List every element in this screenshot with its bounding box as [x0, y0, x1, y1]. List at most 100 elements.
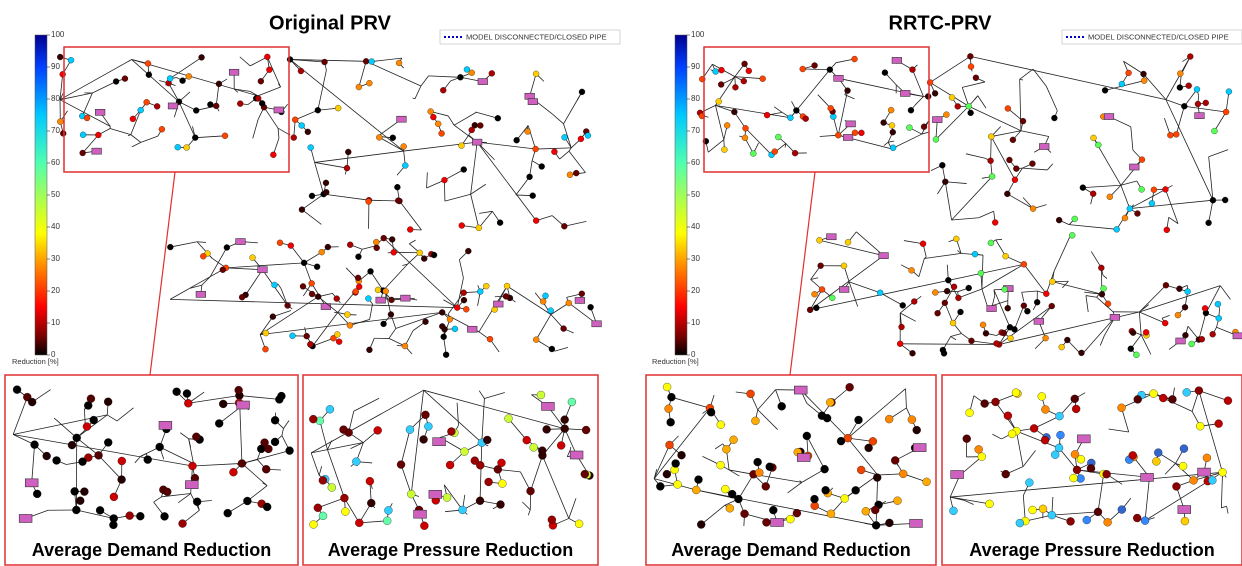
- node: [1016, 519, 1024, 527]
- node: [950, 320, 956, 326]
- legend-label: MODEL DISCONNECTED/CLOSED PIPE: [1088, 32, 1229, 41]
- node: [1182, 304, 1188, 310]
- node: [1180, 445, 1188, 453]
- node: [376, 134, 382, 140]
- valve: [414, 510, 427, 518]
- node: [104, 438, 112, 446]
- node: [1091, 135, 1097, 141]
- node: [1179, 462, 1187, 470]
- node: [963, 435, 971, 443]
- node: [1223, 109, 1229, 115]
- valve: [1195, 113, 1205, 119]
- valve: [879, 253, 889, 259]
- node: [678, 451, 686, 459]
- node: [250, 255, 256, 261]
- node: [1056, 217, 1062, 223]
- node: [1020, 118, 1026, 124]
- node: [483, 436, 491, 444]
- inset-caption: Average Demand Reduction: [671, 540, 910, 560]
- node: [435, 121, 441, 127]
- node: [885, 519, 893, 527]
- node: [1005, 305, 1011, 311]
- node: [1021, 303, 1027, 309]
- node: [855, 416, 863, 424]
- node: [381, 321, 387, 327]
- colorbar-tick-label: 90: [691, 62, 700, 71]
- valve: [528, 99, 538, 105]
- node: [1012, 389, 1020, 397]
- node: [909, 67, 915, 73]
- node: [1215, 420, 1223, 428]
- pipe: [912, 70, 923, 97]
- node: [60, 130, 66, 136]
- node: [1141, 517, 1149, 525]
- valve: [1233, 333, 1242, 339]
- node: [656, 482, 664, 490]
- node: [1051, 451, 1059, 459]
- node: [186, 73, 192, 79]
- pipe: [459, 260, 463, 278]
- node: [899, 470, 907, 478]
- node: [1211, 128, 1217, 134]
- pipe: [1209, 157, 1213, 200]
- node: [585, 132, 591, 138]
- node: [366, 80, 372, 86]
- node: [243, 497, 251, 505]
- node: [966, 285, 972, 291]
- pipe: [803, 69, 830, 70]
- colorbar-tick-label: 30: [51, 254, 60, 263]
- node: [718, 82, 724, 88]
- node: [1098, 265, 1104, 271]
- pipe: [253, 120, 258, 139]
- node: [298, 68, 304, 74]
- node: [1208, 476, 1216, 484]
- pipe: [1014, 306, 1023, 330]
- pipe: [384, 238, 458, 307]
- valve: [1104, 114, 1114, 120]
- pipe: [945, 182, 951, 220]
- node: [421, 411, 429, 419]
- node: [803, 116, 809, 122]
- node: [163, 488, 171, 496]
- node: [846, 383, 854, 391]
- colorbar-tick-label: 90: [51, 62, 60, 71]
- pipe: [982, 264, 1024, 289]
- node: [90, 416, 98, 424]
- pipe: [966, 154, 985, 158]
- pipe: [746, 128, 772, 155]
- pipe: [315, 162, 347, 168]
- pipe: [1166, 100, 1213, 201]
- node: [1067, 517, 1075, 525]
- panel: Original PRVMODEL DISCONNECTED/CLOSED PI…: [5, 12, 620, 565]
- valve: [401, 295, 411, 301]
- node: [920, 241, 926, 247]
- node: [136, 512, 144, 520]
- node: [447, 428, 455, 436]
- node: [447, 316, 453, 322]
- node: [83, 423, 91, 431]
- valve: [846, 121, 856, 127]
- node: [299, 207, 305, 213]
- node: [582, 426, 590, 434]
- node: [1119, 81, 1125, 87]
- node: [663, 470, 671, 478]
- pipe: [982, 289, 988, 307]
- pipe: [1100, 336, 1104, 346]
- node: [575, 520, 583, 528]
- node: [258, 78, 264, 84]
- pipe: [477, 142, 536, 221]
- node: [911, 298, 917, 304]
- node: [401, 143, 407, 149]
- node: [793, 107, 799, 113]
- node: [238, 459, 246, 467]
- node: [308, 341, 314, 347]
- node: [578, 136, 584, 142]
- pipe: [1121, 160, 1142, 186]
- valve: [913, 444, 926, 452]
- node: [921, 124, 927, 130]
- valve: [321, 304, 331, 310]
- node: [118, 457, 126, 465]
- node: [113, 78, 119, 84]
- node: [1202, 305, 1208, 311]
- node: [463, 306, 469, 312]
